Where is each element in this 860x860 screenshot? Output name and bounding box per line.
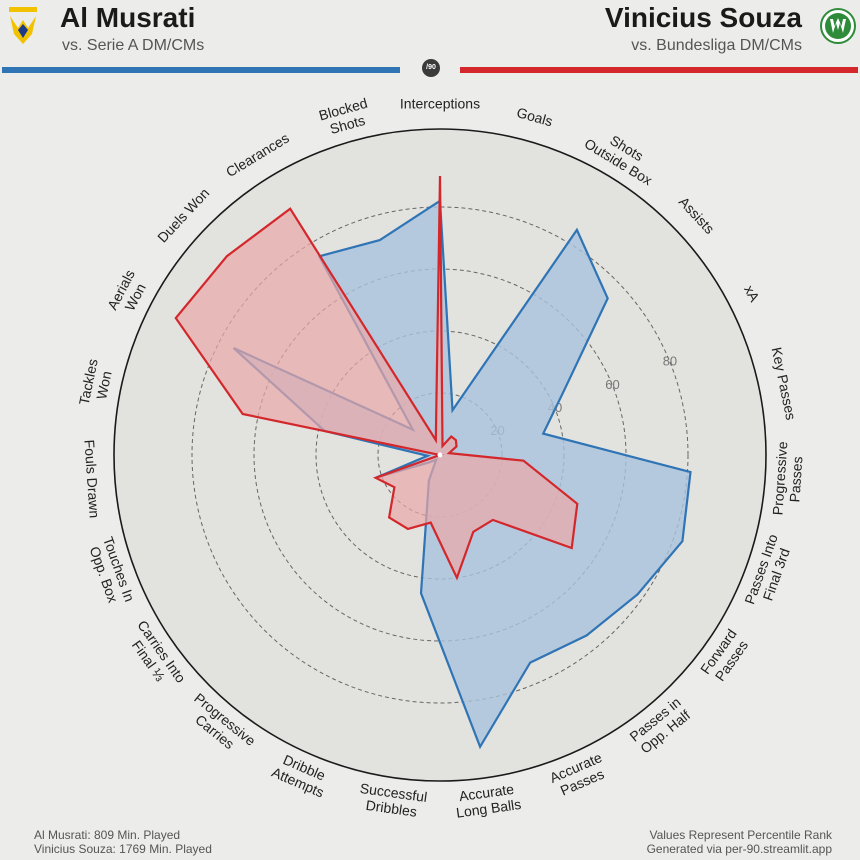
left-player-name: Al Musrati (60, 2, 196, 33)
radar-category-label-line: Won (93, 370, 114, 401)
hellas-verona-logo-icon (9, 7, 37, 44)
radar-category-label: Key Passes (769, 346, 800, 422)
radar-category-label-line: Accurate (458, 781, 515, 804)
footer-left-minutes: Al Musrati: 809 Min. Played (34, 828, 181, 842)
radar-category-label: Assists (676, 194, 718, 237)
radar-series (174, 175, 692, 750)
radar-grid-ring (191, 206, 689, 704)
radar-category-label: Interceptions (400, 96, 480, 112)
radar-category-label-line: xA (741, 282, 763, 304)
radar-center-point (437, 452, 443, 458)
right-player-name: Vinicius Souza (604, 2, 802, 33)
radar-category-label: Goals (515, 104, 555, 129)
per-90-badge: /90 (422, 59, 440, 77)
footer-percentile-note: Values Represent Percentile Rank (649, 828, 832, 842)
footer-minutes: Al Musrati: 809 Min. Played Vinicius Sou… (34, 828, 212, 856)
radar-category-label: xA (741, 282, 763, 304)
radar-category-label: Fouls Drawn (81, 439, 102, 519)
radar-tick-label: 60 (605, 377, 619, 392)
radar-category-label-line: Fouls Drawn (81, 439, 102, 519)
radar-category-label-line: Assists (676, 194, 718, 237)
right-player-color-bar (460, 67, 858, 73)
radar-category-label-line: Interceptions (400, 96, 480, 112)
radar-category-label-line: Passes (786, 456, 805, 503)
radar-category-label-line: Progressive (769, 441, 790, 516)
header: Al Musrati vs. Serie A DM/CMs Vinicius S… (0, 0, 860, 80)
radar-tick-label: 80 (663, 354, 677, 369)
left-player-color-bar (2, 67, 400, 73)
footer-right-minutes: Vinicius Souza: 1769 Min. Played (34, 842, 212, 856)
footer-generated-note: Generated via per-90.streamlit.app (646, 842, 832, 856)
left-player-comparison: vs. Serie A DM/CMs (62, 37, 205, 54)
right-player-comparison: vs. Bundesliga DM/CMs (631, 37, 802, 54)
wolfsburg-logo-icon (820, 8, 856, 44)
radar-series-vinicius-souza (174, 175, 579, 581)
radar-category-label-line: Dribbles (365, 797, 418, 820)
footer-notes: Values Represent Percentile Rank Generat… (647, 828, 832, 856)
radar-category-label-line: Goals (515, 104, 555, 129)
radar-category-label-line: Key Passes (769, 346, 800, 422)
